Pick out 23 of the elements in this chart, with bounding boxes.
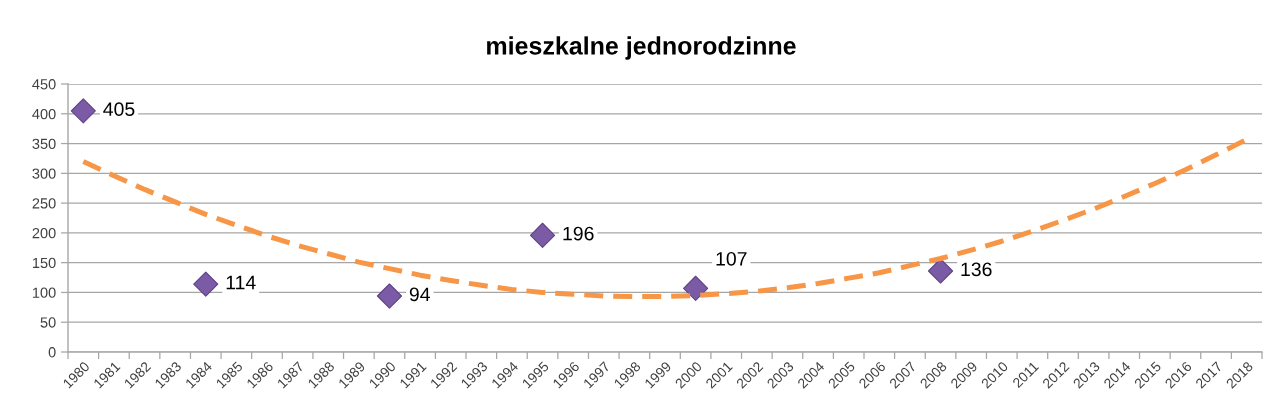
y-tick-label: 350: [32, 138, 56, 149]
y-tick-label: 400: [32, 108, 56, 120]
y-tick-label: 150: [32, 257, 56, 269]
y-tick-label: 250: [32, 198, 56, 209]
data-label: 94: [409, 287, 430, 302]
data-label: 136: [961, 262, 992, 277]
y-tick-label: 450: [32, 79, 56, 90]
y-tick-label: 300: [32, 168, 56, 179]
point: [70, 98, 96, 124]
data-label: 107: [716, 251, 747, 266]
data-label: 405: [103, 102, 135, 117]
point: [683, 275, 709, 301]
data-label: 196: [563, 226, 594, 241]
y-tick-label: 50: [40, 317, 56, 328]
data-label: 114: [226, 275, 256, 290]
y-tick-label: 200: [32, 227, 56, 239]
point: [927, 258, 954, 284]
chart-title: mieszkalne jednorodzinne: [487, 36, 796, 60]
point: [529, 222, 556, 248]
y-tick-label: 100: [32, 287, 56, 298]
point: [193, 271, 219, 297]
y-tick-label: 0: [48, 347, 56, 358]
point: [376, 283, 403, 309]
